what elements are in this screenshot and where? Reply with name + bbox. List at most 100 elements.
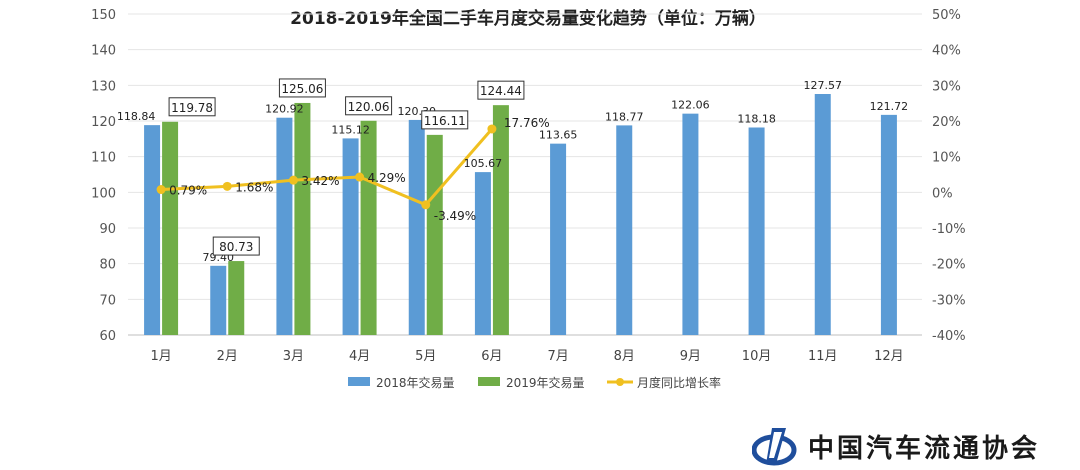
bar-2018-label: 113.65 [539,129,578,142]
left-axis-ticks: 60 70 80 90 100 110 120 130 140 150 [91,8,116,344]
organization-name: 中国汽车流通协会 [808,433,1041,464]
bar-2018 [880,114,897,336]
x-tick-label: 12月 [874,349,904,364]
x-tick-label: 6月 [481,349,502,364]
bar-2019 [294,102,311,335]
bar-2018-label: 122.06 [671,99,710,112]
data-labels: 118.8479.40120.92115.12120.30105.67113.6… [117,78,909,264]
right-axis-ticks: -40% -30% -20% -10% 0% 10% 20% 30% 40% 50% [932,8,966,344]
left-tick-label: 70 [99,293,116,308]
x-tick-label: 1月 [150,349,171,364]
left-tick-label: 140 [91,44,116,59]
growth-line [156,124,497,210]
bar-2019 [492,105,509,335]
right-tick-label: -40% [932,329,966,344]
left-tick-label: 150 [91,8,116,23]
bar-2019-label-box [421,110,469,130]
bar-2018 [550,143,567,335]
bar-2019-label: 80.73 [219,240,253,254]
left-tick-label: 90 [99,222,116,237]
growth-point [156,185,166,195]
bar-2019-label-box [477,80,525,100]
right-tick-label: 0% [932,186,953,201]
right-tick-label: -10% [932,222,966,237]
bar-2019-label: 116.11 [424,114,466,128]
bar-2018-label: 121.72 [870,100,909,113]
bar-2018 [616,125,633,336]
bar-2018-label: 118.77 [605,110,644,123]
bar-2018-label: 115.12 [331,123,370,136]
x-tick-label: 7月 [547,349,568,364]
association-logo-icon [752,428,797,466]
bar-2019-label-box [278,78,326,98]
bar-2019 [162,121,179,335]
bar-2018 [408,119,425,336]
bar-2019-label: 120.06 [348,100,390,114]
legend-swatch [478,377,500,386]
bar-2019 [228,261,245,335]
bar-2019-label: 125.06 [281,82,323,96]
growth-point [355,172,365,182]
bar-2019-label-box [168,97,216,117]
x-tick-label: 5月 [415,349,436,364]
bar-2018-label: 127.57 [804,79,843,92]
bar-2018 [144,125,161,336]
bar-2019 [360,120,377,335]
bar-2018 [276,117,293,336]
bar-2018 [474,172,491,335]
growth-point [487,124,497,134]
left-tick-label: 120 [91,115,116,130]
left-tick-label: 80 [99,258,116,273]
x-axis-ticks: 1月 2月 3月 4月 5月 6月 7月 8月 9月 10月 11月 12月 [150,349,903,364]
x-tick-label: 10月 [742,349,772,364]
bar-2018 [342,138,359,335]
left-tick-label: 110 [91,151,116,166]
gridlines [128,13,922,336]
right-tick-label: -20% [932,258,966,273]
legend-label: 月度同比增长率 [637,375,721,390]
bar-2019-label-box [345,96,393,116]
footer-logo: 中国汽车流通协会 [752,424,1040,468]
bar-2018 [682,113,699,335]
right-tick-label: 20% [932,115,961,130]
growth-label: 0.79% [169,184,207,198]
bar-2018-label: 120.92 [265,103,304,116]
x-tick-label: 4月 [349,349,370,364]
bars [144,94,897,336]
growth-label: 17.76% [504,116,550,130]
bar-2018-label: 118.84 [117,110,156,123]
left-tick-label: 60 [99,329,116,344]
growth-label: -3.49% [434,209,476,223]
bar-2018-label: 105.67 [464,157,503,170]
bar-2019 [426,134,443,335]
growth-point [222,181,232,191]
x-tick-label: 11月 [808,349,838,364]
left-tick-label: 100 [91,186,116,201]
bar-2018 [210,265,227,335]
bar-2018 [814,94,831,335]
growth-label: 4.29% [368,171,406,185]
x-tick-label: 2月 [217,349,238,364]
right-tick-label: -30% [932,293,966,308]
x-tick-label: 3月 [283,349,304,364]
growth-label: 1.68% [235,180,273,194]
bar-2018-label: 118.18 [737,112,776,125]
bar-2018 [748,127,765,335]
right-tick-label: 50% [932,8,961,23]
legend-swatch [348,377,370,386]
bar-2019-label-box [212,236,260,256]
growth-point [421,200,431,210]
right-tick-label: 10% [932,151,961,166]
legend-label: 2019年交易量 [506,375,585,390]
bar-2019-label: 124.44 [480,84,522,98]
legend-label: 2018年交易量 [376,375,455,390]
bar-2019-label: 119.78 [171,101,213,115]
right-tick-label: 30% [932,79,961,94]
legend: 2018年交易量 2019年交易量 月度同比增长率 [348,375,721,390]
x-tick-label: 8月 [614,349,635,364]
right-tick-label: 40% [932,44,961,59]
growth-label: 3.42% [301,174,339,188]
growth-point [288,175,298,185]
chart-title: 2018-2019年全国二手车月度交易量变化趋势（单位：万辆） [290,8,766,29]
